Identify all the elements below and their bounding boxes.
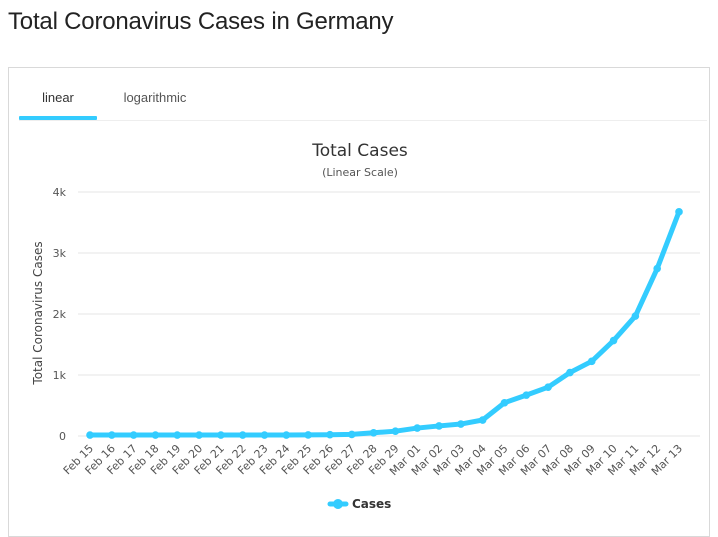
data-point[interactable] (675, 208, 683, 216)
data-point[interactable] (522, 391, 531, 399)
series-cases (86, 208, 683, 439)
tab-logarithmic-label: logarithmic (123, 90, 187, 105)
data-point[interactable] (217, 431, 225, 439)
data-point[interactable] (260, 431, 269, 439)
data-point[interactable] (282, 431, 291, 439)
legend[interactable]: Cases (327, 497, 391, 511)
data-point[interactable] (457, 420, 465, 428)
data-point[interactable] (566, 368, 574, 377)
data-point[interactable] (369, 428, 378, 437)
line-chart: Total Cases (Linear Scale) Total Coronav… (31, 141, 700, 511)
tab-active-indicator (19, 116, 97, 120)
data-point[interactable] (391, 427, 400, 435)
data-point[interactable] (108, 431, 116, 439)
data-point[interactable] (544, 383, 552, 392)
data-point[interactable] (587, 357, 596, 366)
y-tick-label: 3k (53, 247, 67, 260)
tab-linear-label: linear (42, 90, 74, 105)
y-axis-ticks: 0 1k 2k 3k 4k (53, 186, 67, 443)
y-tick-label: 0 (59, 430, 66, 443)
series-line (87, 209, 682, 438)
data-point[interactable] (609, 336, 618, 345)
data-point[interactable] (195, 431, 203, 439)
data-point[interactable] (413, 424, 422, 432)
y-tick-label: 4k (53, 186, 67, 199)
scale-tabs: linear logarithmic (19, 78, 707, 121)
data-point[interactable] (86, 431, 94, 439)
data-point[interactable] (435, 422, 443, 430)
data-point[interactable] (631, 312, 640, 320)
chart-panel: linear logarithmic (8, 67, 710, 537)
legend-label: Cases (352, 497, 391, 511)
chart-title: Total Cases (311, 141, 408, 161)
data-point[interactable] (151, 431, 160, 439)
tab-logarithmic[interactable]: logarithmic (111, 78, 199, 118)
y-axis-title: Total Coronavirus Cases (31, 241, 45, 385)
data-point[interactable] (478, 416, 487, 424)
chart-subtitle: (Linear Scale) (322, 166, 398, 179)
data-point[interactable] (238, 431, 247, 439)
gridlines (78, 191, 700, 437)
y-tick-label: 1k (53, 369, 67, 382)
legend-point-marker (333, 499, 343, 509)
data-point[interactable] (326, 430, 334, 439)
tab-linear[interactable]: linear (19, 78, 97, 120)
data-point[interactable] (304, 431, 312, 439)
data-point[interactable] (173, 431, 182, 439)
data-point[interactable] (500, 398, 509, 407)
page-title: Total Coronavirus Cases in Germany (8, 8, 394, 35)
data-point[interactable] (347, 430, 356, 439)
data-point[interactable] (129, 431, 138, 439)
data-point[interactable] (653, 264, 661, 273)
y-tick-label: 2k (53, 308, 67, 321)
